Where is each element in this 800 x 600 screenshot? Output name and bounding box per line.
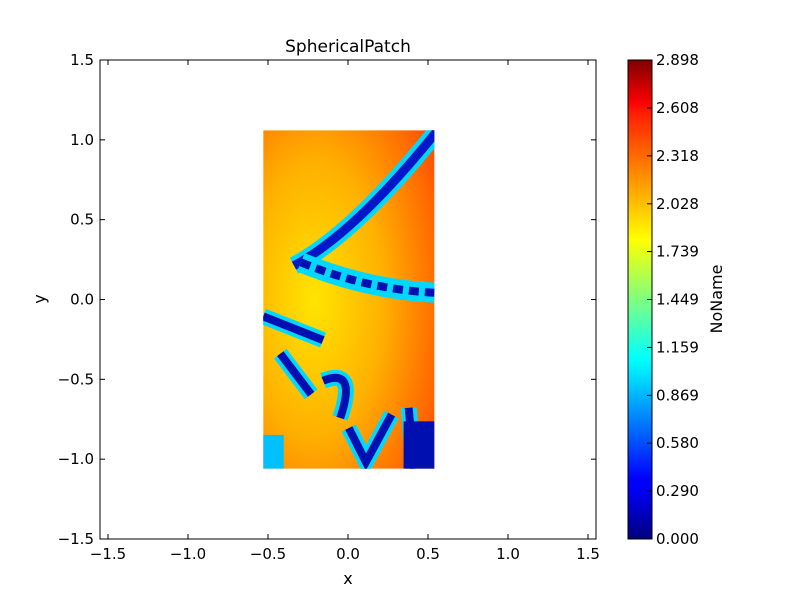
x-axis-label: x xyxy=(343,569,352,588)
y-tick-label: 0.5 xyxy=(70,211,94,229)
x-tick-label: 1.0 xyxy=(496,545,520,563)
x-tick-label: 0.5 xyxy=(416,545,440,563)
y-axis-label: y xyxy=(30,294,49,303)
colorbar: 0.000 0.290 0.580 0.869 1.159 1.449 1.739 2.028… xyxy=(627,51,726,548)
y-axis-ticks: −1.5 −1.0 −0.5 0.0 0.5 1.0 1.5 xyxy=(58,51,596,548)
colorbar-tick-label: 0.000 xyxy=(656,530,699,548)
x-tick-label: 1.5 xyxy=(576,545,600,563)
heatmap-feature xyxy=(263,434,284,469)
colorbar-tick-label: 1.159 xyxy=(656,338,699,356)
colorbar-tick-label: 2.608 xyxy=(656,99,699,117)
heatmap-feature xyxy=(403,421,435,469)
colorbar-tick-label: 1.739 xyxy=(656,243,699,261)
heatmap-image xyxy=(263,130,435,469)
heatmap-feature xyxy=(299,258,435,297)
colorbar-ticks: 0.000 0.290 0.580 0.869 1.159 1.449 1.739 2.028… xyxy=(647,51,699,548)
chart-title: SphericalPatch xyxy=(285,37,411,57)
heatmap-feature xyxy=(263,312,418,469)
colorbar-label: NoName xyxy=(707,265,726,334)
y-tick-label: 1.5 xyxy=(70,51,94,69)
colorbar-tick-label: 2.028 xyxy=(656,195,699,213)
colorbar-tick-label: 0.869 xyxy=(656,386,699,404)
main-axes: −1.5 −1.0 −0.5 0.0 0.5 1.0 1.5 −1.5 −1.0 −0.5 0.0… xyxy=(30,37,600,588)
colorbar-tick-label: 0.580 xyxy=(656,434,699,452)
colorbar-tick-label: 1.449 xyxy=(656,291,699,309)
y-tick-label: 1.0 xyxy=(70,131,94,149)
colorbar-tick-label: 2.898 xyxy=(656,51,699,69)
x-tick-label: 0.0 xyxy=(336,545,360,563)
x-tick-label: −1.0 xyxy=(170,545,206,563)
x-axis-ticks: −1.5 −1.0 −0.5 0.0 0.5 1.0 1.5 xyxy=(90,60,600,563)
colorbar-tick-label: 2.318 xyxy=(656,147,699,165)
x-tick-label: −0.5 xyxy=(250,545,286,563)
x-tick-label: −1.5 xyxy=(90,545,126,563)
y-tick-label: 0.0 xyxy=(70,291,94,309)
y-tick-label: −0.5 xyxy=(58,370,94,388)
colorbar-tick-label: 0.290 xyxy=(656,482,699,500)
y-tick-label: −1.0 xyxy=(58,450,94,468)
y-tick-label: −1.5 xyxy=(58,530,94,548)
